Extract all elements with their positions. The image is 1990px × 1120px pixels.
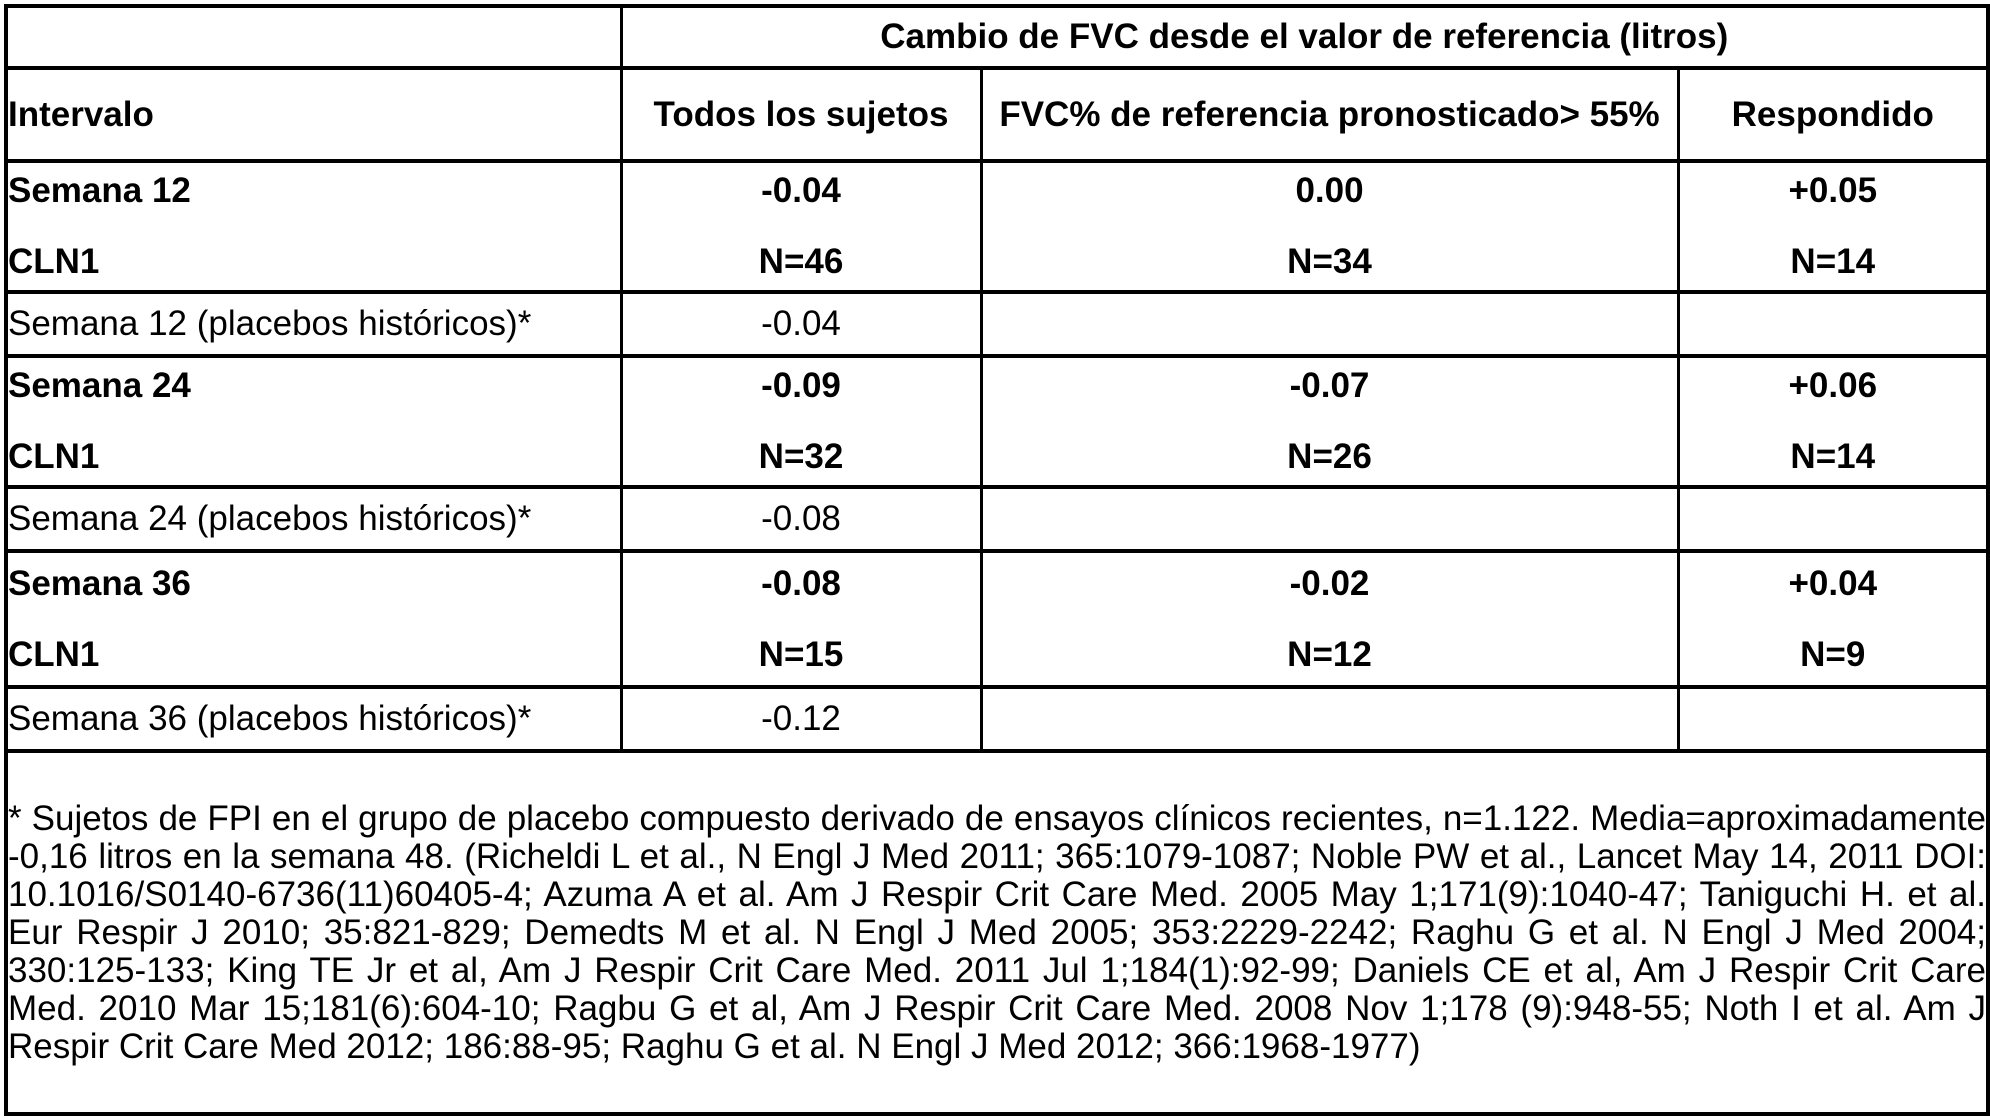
footnote-row: * Sujetos de FPI en el grupo de placebo … <box>4 749 1990 1116</box>
value-text: -0.02 <box>1289 563 1370 603</box>
table-row-semana24-historical: Semana 24 (placebos históricos)* -0.08 <box>4 485 1990 553</box>
responded-cell: +0.05 N=14 <box>1676 159 1990 294</box>
responded-cell <box>1676 290 1990 358</box>
interval-cell: Semana 12 CLN1 <box>4 159 623 294</box>
fvc-over-55-cell: -0.07 N=26 <box>979 354 1680 489</box>
n-count-text: N=34 <box>1287 242 1372 281</box>
value-text: +0.04 <box>1788 563 1878 603</box>
interval-label: Semana 36 <box>8 563 191 603</box>
fvc-over-55-cell <box>979 290 1680 358</box>
col-header-all-subjects: Todos los sujetos <box>619 66 983 163</box>
all-subjects-cell: -0.04 N=46 <box>619 159 983 294</box>
spanner-header-row: Cambio de FVC desde el valor de referenc… <box>4 4 1990 70</box>
responded-cell: +0.04 N=9 <box>1676 549 1990 689</box>
interval-cell: Semana 36 (placebos históricos)* <box>4 685 623 753</box>
value-text: -0.07 <box>1289 366 1370 405</box>
n-count-text: N=46 <box>758 242 844 281</box>
col-header-responded: Respondido <box>1676 66 1990 163</box>
column-header-row: Intervalo Todos los sujetos FVC% de refe… <box>4 66 1990 163</box>
table-row-semana36: Semana 36 CLN1 -0.08 N=15 -0.02 N=12 +0.… <box>4 549 1990 689</box>
footnote: * Sujetos de FPI en el grupo de placebo … <box>4 749 1990 1116</box>
fvc-over-55-cell <box>979 485 1680 553</box>
fvc-over-55-cell <box>979 685 1680 753</box>
table-row-semana12: Semana 12 CLN1 -0.04 N=46 0.00 N=34 +0.0… <box>4 159 1990 294</box>
value-text: -0.08 <box>761 563 841 603</box>
n-count-text: N=26 <box>1287 437 1372 476</box>
fvc-change-table: Cambio de FVC desde el valor de referenc… <box>4 4 1990 1116</box>
value-text: +0.06 <box>1788 366 1878 405</box>
all-subjects-cell: -0.08 N=15 <box>619 549 983 689</box>
interval-label: Semana 12 <box>8 171 191 210</box>
all-subjects-cell: -0.08 <box>619 485 983 553</box>
col-header-interval: Intervalo <box>4 66 623 163</box>
fvc-over-55-cell: 0.00 N=34 <box>979 159 1680 294</box>
value-text: +0.05 <box>1788 171 1878 210</box>
cohort-label: CLN1 <box>8 437 100 476</box>
n-count-text: N=12 <box>1287 634 1372 674</box>
table-title-cell: Cambio de FVC desde el valor de referenc… <box>619 4 1990 70</box>
fvc-over-55-cell: -0.02 N=12 <box>979 549 1680 689</box>
n-count-text: N=9 <box>1800 634 1866 674</box>
table-row-semana36-historical: Semana 36 (placebos históricos)* -0.12 <box>4 685 1990 753</box>
responded-cell <box>1676 685 1990 753</box>
value-text: -0.04 <box>761 171 841 210</box>
table-row-semana12-historical: Semana 12 (placebos históricos)* -0.04 <box>4 290 1990 358</box>
value-text: -0.09 <box>761 366 841 405</box>
all-subjects-cell: -0.12 <box>619 685 983 753</box>
cohort-label: CLN1 <box>8 634 100 674</box>
n-count-text: N=15 <box>758 634 844 674</box>
n-count-text: N=14 <box>1790 437 1876 476</box>
col-header-fvc-over-55: FVC% de referencia pronosticado> 55% <box>979 66 1680 163</box>
responded-cell <box>1676 485 1990 553</box>
interval-cell: Semana 12 (placebos históricos)* <box>4 290 623 358</box>
n-count-text: N=32 <box>758 437 844 476</box>
table-row-semana24: Semana 24 CLN1 -0.09 N=32 -0.07 N=26 +0.… <box>4 354 1990 489</box>
all-subjects-cell: -0.09 N=32 <box>619 354 983 489</box>
responded-cell: +0.06 N=14 <box>1676 354 1990 489</box>
cohort-label: CLN1 <box>8 242 100 281</box>
all-subjects-cell: -0.04 <box>619 290 983 358</box>
interval-label: Semana 24 <box>8 366 191 405</box>
n-count-text: N=14 <box>1790 242 1876 281</box>
value-text: 0.00 <box>1295 171 1364 210</box>
interval-cell: Semana 36 CLN1 <box>4 549 623 689</box>
empty-corner-cell <box>4 4 623 70</box>
interval-cell: Semana 24 CLN1 <box>4 354 623 489</box>
interval-cell: Semana 24 (placebos históricos)* <box>4 485 623 553</box>
